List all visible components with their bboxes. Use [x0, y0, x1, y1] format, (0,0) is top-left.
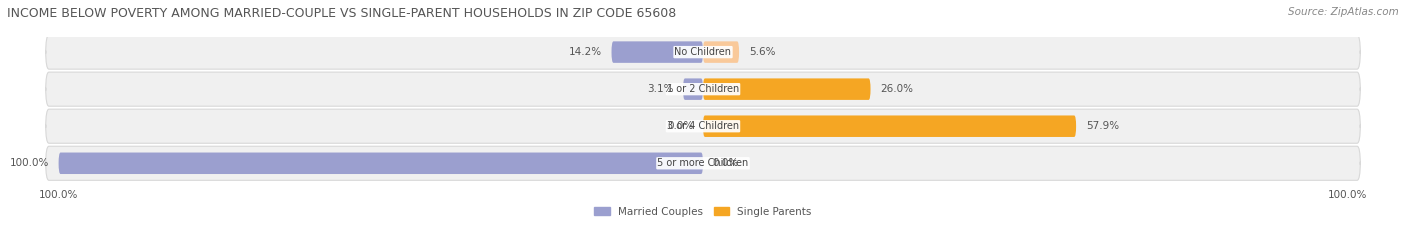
Text: 1 or 2 Children: 1 or 2 Children — [666, 84, 740, 94]
Text: 100.0%: 100.0% — [1327, 190, 1367, 200]
Text: 26.0%: 26.0% — [880, 84, 914, 94]
FancyBboxPatch shape — [59, 153, 703, 174]
FancyBboxPatch shape — [703, 41, 740, 63]
Text: INCOME BELOW POVERTY AMONG MARRIED-COUPLE VS SINGLE-PARENT HOUSEHOLDS IN ZIP COD: INCOME BELOW POVERTY AMONG MARRIED-COUPL… — [7, 7, 676, 20]
Text: 5.6%: 5.6% — [749, 47, 775, 57]
Text: 57.9%: 57.9% — [1085, 121, 1119, 131]
Text: 3.1%: 3.1% — [647, 84, 673, 94]
Text: 0.0%: 0.0% — [713, 158, 740, 168]
FancyBboxPatch shape — [45, 109, 1361, 143]
Text: 100.0%: 100.0% — [10, 158, 49, 168]
FancyBboxPatch shape — [683, 79, 703, 100]
Text: 100.0%: 100.0% — [39, 190, 79, 200]
FancyBboxPatch shape — [45, 146, 1361, 180]
Legend: Married Couples, Single Parents: Married Couples, Single Parents — [591, 203, 815, 220]
Text: 0.0%: 0.0% — [666, 121, 693, 131]
FancyBboxPatch shape — [45, 72, 1361, 106]
FancyBboxPatch shape — [612, 41, 703, 63]
FancyBboxPatch shape — [703, 116, 1076, 137]
Text: 5 or more Children: 5 or more Children — [658, 158, 748, 168]
Text: No Children: No Children — [675, 47, 731, 57]
Text: Source: ZipAtlas.com: Source: ZipAtlas.com — [1288, 7, 1399, 17]
FancyBboxPatch shape — [45, 35, 1361, 69]
FancyBboxPatch shape — [703, 79, 870, 100]
Text: 14.2%: 14.2% — [568, 47, 602, 57]
Text: 3 or 4 Children: 3 or 4 Children — [666, 121, 740, 131]
